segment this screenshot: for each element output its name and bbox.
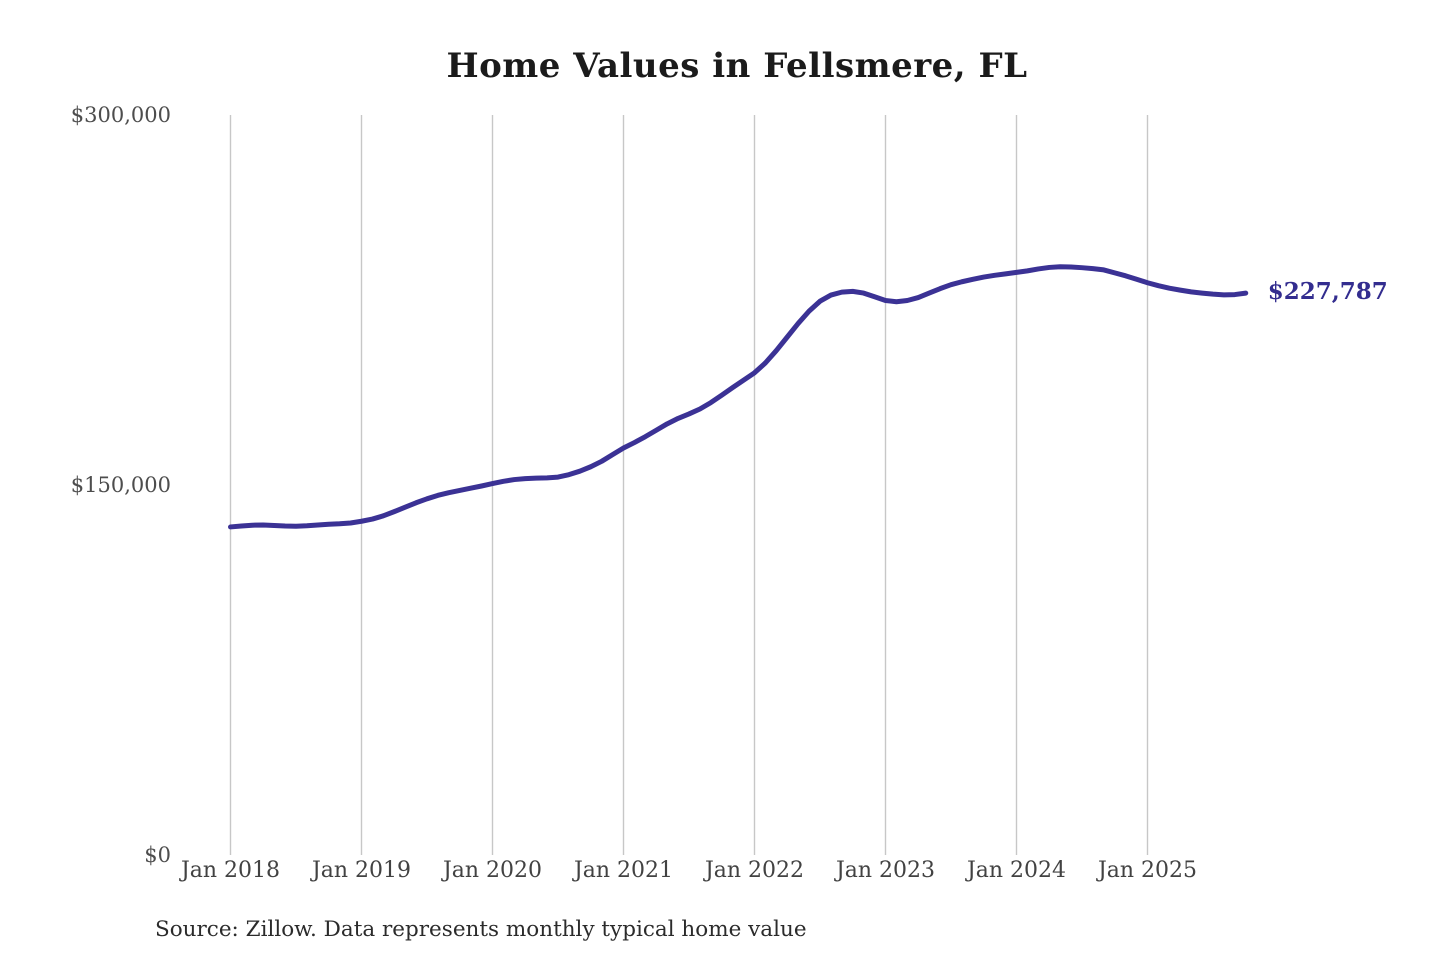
y-tick-label: $150,000 [70, 473, 171, 497]
x-tick-label: Jan 2019 [311, 858, 412, 883]
x-tick-label: Jan 2024 [966, 858, 1067, 883]
y-tick-label: $300,000 [70, 103, 171, 127]
home-value-line [228, 264, 1249, 530]
x-tick-label: Jan 2022 [704, 858, 805, 883]
x-tick-label: Jan 2018 [180, 858, 281, 883]
x-tick-label: Jan 2025 [1097, 858, 1198, 883]
chart-title: Home Values in Fellsmere, FL [446, 46, 1028, 86]
source-note: Source: Zillow. Data represents monthly … [155, 917, 807, 942]
latest-value-label: $227,787 [1267, 278, 1388, 306]
x-tick-label: Jan 2020 [442, 858, 543, 883]
x-tick-label: Jan 2021 [573, 858, 674, 883]
y-tick-label: $0 [144, 843, 171, 867]
x-tick-label: Jan 2023 [835, 858, 936, 883]
